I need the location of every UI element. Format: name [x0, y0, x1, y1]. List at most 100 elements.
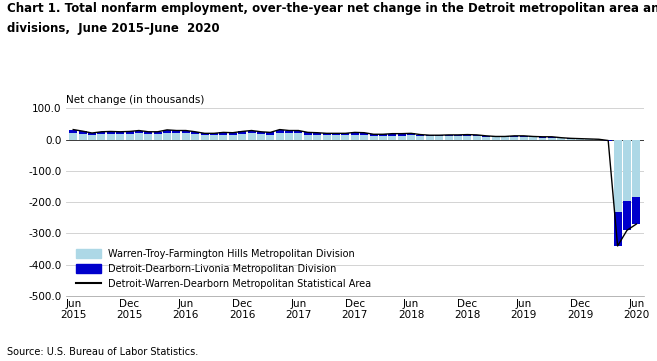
Bar	[360, 133, 368, 135]
Bar	[379, 134, 387, 136]
Bar	[520, 136, 528, 137]
Bar	[79, 134, 87, 140]
Bar	[69, 130, 78, 133]
Bar	[548, 138, 556, 140]
Bar	[154, 134, 162, 140]
Bar	[482, 136, 490, 137]
Bar	[97, 132, 105, 134]
Bar	[351, 135, 359, 140]
Bar	[285, 131, 293, 133]
Bar	[323, 133, 330, 135]
Bar	[491, 138, 499, 140]
Bar	[125, 131, 133, 134]
Bar	[463, 136, 472, 140]
Text: Source: U.S. Bureau of Labor Statistics.: Source: U.S. Bureau of Labor Statistics.	[7, 347, 198, 357]
Bar	[210, 135, 218, 140]
Bar	[106, 131, 115, 134]
Bar	[520, 137, 528, 140]
Bar	[313, 135, 321, 140]
Bar	[294, 133, 302, 140]
Bar	[276, 130, 284, 133]
Bar	[473, 135, 481, 136]
Bar	[304, 135, 312, 140]
Bar	[163, 133, 171, 140]
Bar	[135, 133, 143, 140]
Bar	[248, 133, 256, 140]
Bar	[219, 135, 227, 140]
Bar	[125, 134, 133, 140]
Bar	[566, 139, 575, 140]
Bar	[79, 131, 87, 134]
Bar	[454, 135, 462, 136]
Bar	[445, 135, 453, 136]
Bar	[454, 136, 462, 140]
Bar	[191, 132, 199, 134]
Bar	[557, 138, 565, 140]
Bar	[632, 140, 641, 197]
Bar	[482, 137, 490, 140]
Legend: Warren-Troy-Farmington Hills Metropolitan Division, Detroit-Dearborn-Livonia Met: Warren-Troy-Farmington Hills Metropolita…	[76, 249, 372, 289]
Bar	[163, 130, 171, 133]
Bar	[191, 134, 199, 140]
Bar	[351, 132, 359, 135]
Bar	[313, 133, 321, 135]
Bar	[276, 133, 284, 140]
Bar	[97, 134, 105, 140]
Bar	[501, 138, 509, 140]
Bar	[332, 135, 340, 140]
Bar	[369, 136, 378, 140]
Bar	[342, 133, 350, 135]
Bar	[172, 133, 181, 140]
Bar	[229, 135, 237, 140]
Bar	[182, 131, 190, 133]
Bar	[397, 135, 406, 140]
Bar	[632, 197, 641, 224]
Text: divisions,  June 2015–June  2020: divisions, June 2015–June 2020	[7, 22, 219, 35]
Bar	[407, 135, 415, 140]
Bar	[510, 137, 518, 140]
Bar	[69, 133, 78, 140]
Bar	[219, 132, 227, 135]
Bar	[379, 136, 387, 140]
Bar	[200, 135, 209, 140]
Bar	[238, 131, 246, 134]
Bar	[182, 133, 190, 140]
Bar	[417, 136, 424, 140]
Bar	[576, 139, 584, 140]
Bar	[145, 134, 152, 140]
Bar	[426, 136, 434, 140]
Bar	[614, 140, 622, 212]
Bar	[304, 132, 312, 135]
Bar	[397, 134, 406, 135]
Bar	[445, 136, 453, 140]
Bar	[510, 136, 518, 137]
Bar	[529, 138, 537, 140]
Bar	[417, 135, 424, 136]
Bar	[172, 131, 181, 133]
Bar	[210, 133, 218, 135]
Bar	[145, 132, 152, 134]
Bar	[116, 132, 124, 134]
Bar	[501, 136, 509, 138]
Bar	[539, 137, 547, 138]
Bar	[248, 131, 256, 133]
Bar	[200, 133, 209, 135]
Bar	[294, 131, 302, 133]
Bar	[539, 138, 547, 140]
Bar	[332, 133, 340, 135]
Bar	[369, 134, 378, 136]
Bar	[435, 135, 443, 136]
Bar	[106, 134, 115, 140]
Bar	[491, 136, 499, 138]
Bar	[257, 134, 265, 140]
Bar	[529, 136, 537, 138]
Bar	[463, 135, 472, 136]
Bar	[116, 134, 124, 140]
Bar	[266, 135, 275, 140]
Text: Net change (in thousands): Net change (in thousands)	[66, 95, 204, 105]
Bar	[135, 131, 143, 133]
Bar	[229, 133, 237, 135]
Bar	[88, 133, 96, 135]
Bar	[238, 134, 246, 140]
Bar	[257, 132, 265, 134]
